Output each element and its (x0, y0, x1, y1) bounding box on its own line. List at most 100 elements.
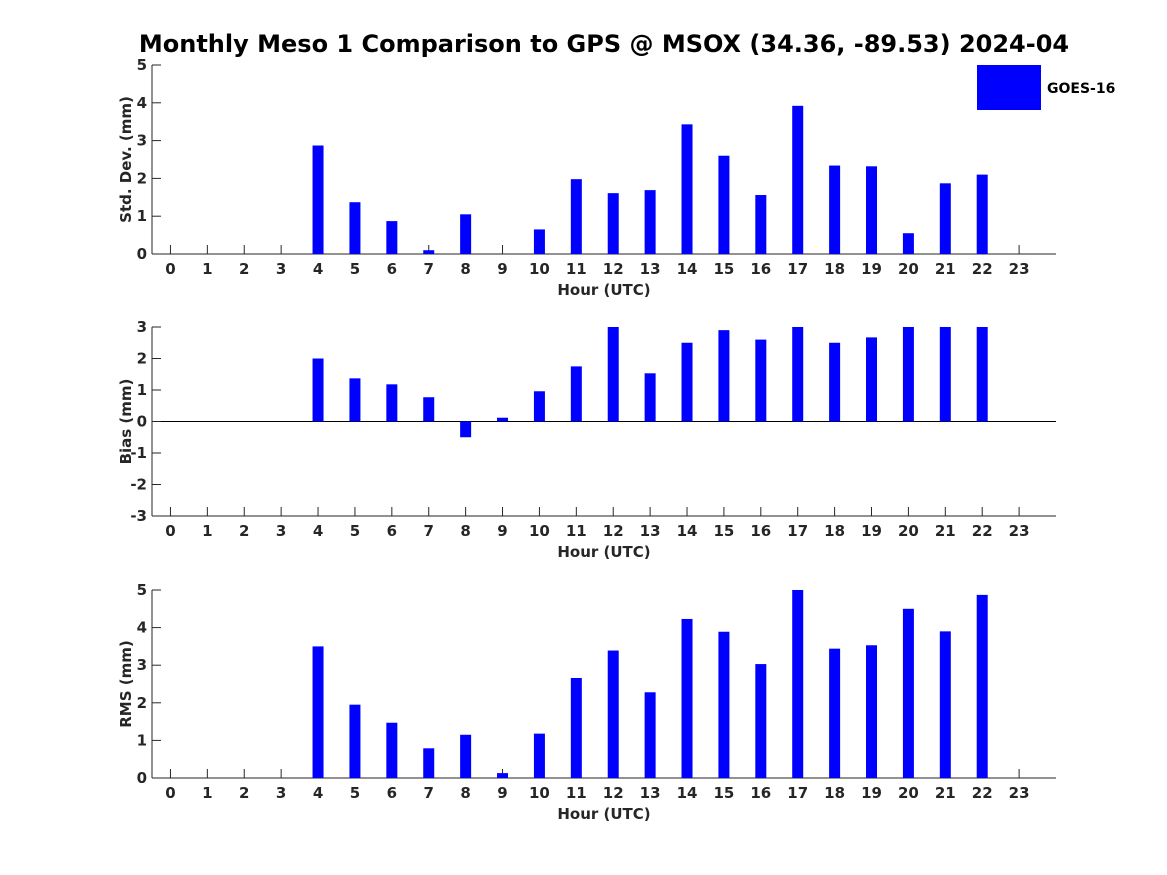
bar-9 (497, 773, 509, 778)
x-tick-label: 12 (603, 522, 624, 540)
x-tick-label: 21 (935, 260, 956, 278)
x-tick-label: 4 (313, 784, 323, 802)
x-tick-label: 6 (387, 522, 397, 540)
x-tick-label: 17 (787, 260, 808, 278)
y-tick-label: 2 (137, 694, 147, 712)
bar-9 (497, 417, 509, 422)
x-tick-label: 16 (750, 260, 771, 278)
bar-16 (755, 195, 767, 254)
x-tick-label: 7 (424, 260, 434, 278)
x-tick-label: 1 (202, 522, 212, 540)
y-tick-label: 3 (137, 132, 147, 150)
bar-8 (460, 214, 472, 254)
x-tick-label: 22 (972, 784, 993, 802)
y-axis-label: Std. Dev. (mm) (117, 96, 135, 223)
y-tick-label: 0 (137, 413, 147, 431)
x-axis-label: Hour (UTC) (557, 805, 650, 823)
x-tick-label: 1 (202, 784, 212, 802)
y-tick-label: 0 (137, 245, 147, 263)
bar-4 (312, 646, 324, 778)
x-tick-label: 20 (898, 784, 919, 802)
x-tick-label: 23 (1009, 260, 1030, 278)
x-tick-label: 15 (713, 522, 734, 540)
x-tick-label: 8 (460, 522, 470, 540)
x-tick-label: 13 (640, 784, 661, 802)
chart-title: Monthly Meso 1 Comparison to GPS @ MSOX … (139, 30, 1069, 58)
bar-7 (423, 397, 435, 422)
x-tick-label: 16 (750, 784, 771, 802)
bar-12 (607, 650, 619, 778)
bar-8 (460, 421, 472, 438)
y-tick-label: -2 (130, 476, 147, 494)
bar-15 (718, 155, 730, 254)
x-tick-label: 0 (165, 522, 175, 540)
bar-12 (607, 327, 619, 422)
bar-14 (681, 124, 693, 254)
bar-22 (976, 327, 988, 422)
x-tick-label: 13 (640, 522, 661, 540)
x-tick-label: 21 (935, 784, 956, 802)
x-tick-label: 22 (972, 260, 993, 278)
x-tick-label: 11 (566, 260, 587, 278)
bar-13 (644, 373, 656, 422)
bar-10 (533, 733, 545, 778)
bar-5 (349, 704, 361, 778)
bar-19 (866, 337, 878, 422)
x-tick-label: 0 (165, 260, 175, 278)
y-axis-label: Bias (mm) (117, 379, 135, 465)
x-tick-label: 9 (497, 784, 507, 802)
legend: GOES-16 (977, 65, 1115, 110)
x-tick-label: 19 (861, 784, 882, 802)
x-tick-label: 2 (239, 522, 249, 540)
x-tick-label: 14 (677, 784, 698, 802)
bar-12 (607, 193, 619, 254)
bar-20 (902, 608, 914, 778)
bar-17 (792, 590, 804, 778)
x-tick-label: 9 (497, 260, 507, 278)
bar-17 (792, 105, 804, 254)
x-tick-label: 3 (276, 522, 286, 540)
x-tick-label: 7 (424, 784, 434, 802)
x-tick-label: 23 (1009, 784, 1030, 802)
bar-6 (386, 221, 398, 254)
bar-17 (792, 327, 804, 422)
y-axis-label: RMS (mm) (117, 640, 135, 727)
x-tick-label: 18 (824, 260, 845, 278)
x-tick-label: 8 (460, 784, 470, 802)
bar-19 (866, 166, 878, 254)
bar-5 (349, 202, 361, 254)
x-tick-label: 8 (460, 260, 470, 278)
y-tick-label: -3 (130, 507, 147, 525)
x-tick-label: 15 (713, 260, 734, 278)
y-tick-label: -1 (130, 444, 147, 462)
x-tick-label: 4 (313, 522, 323, 540)
x-axis-label: Hour (UTC) (557, 281, 650, 299)
bar-21 (939, 631, 951, 778)
x-tick-label: 1 (202, 260, 212, 278)
bar-13 (644, 190, 656, 254)
x-tick-label: 14 (677, 260, 698, 278)
x-tick-label: 0 (165, 784, 175, 802)
x-axis-label: Hour (UTC) (557, 543, 650, 561)
x-tick-label: 6 (387, 784, 397, 802)
x-tick-label: 16 (750, 522, 771, 540)
bar-11 (570, 366, 582, 422)
x-tick-label: 9 (497, 522, 507, 540)
bar-7 (423, 748, 435, 778)
x-tick-label: 5 (350, 522, 360, 540)
y-tick-label: 5 (137, 581, 147, 599)
bar-16 (755, 339, 767, 422)
x-tick-label: 19 (861, 522, 882, 540)
bar-14 (681, 342, 693, 422)
bar-22 (976, 174, 988, 254)
bar-18 (829, 165, 841, 254)
x-tick-label: 18 (824, 784, 845, 802)
bar-15 (718, 330, 730, 422)
bar-15 (718, 631, 730, 778)
x-tick-label: 7 (424, 522, 434, 540)
x-tick-label: 20 (898, 260, 919, 278)
y-tick-label: 3 (137, 656, 147, 674)
